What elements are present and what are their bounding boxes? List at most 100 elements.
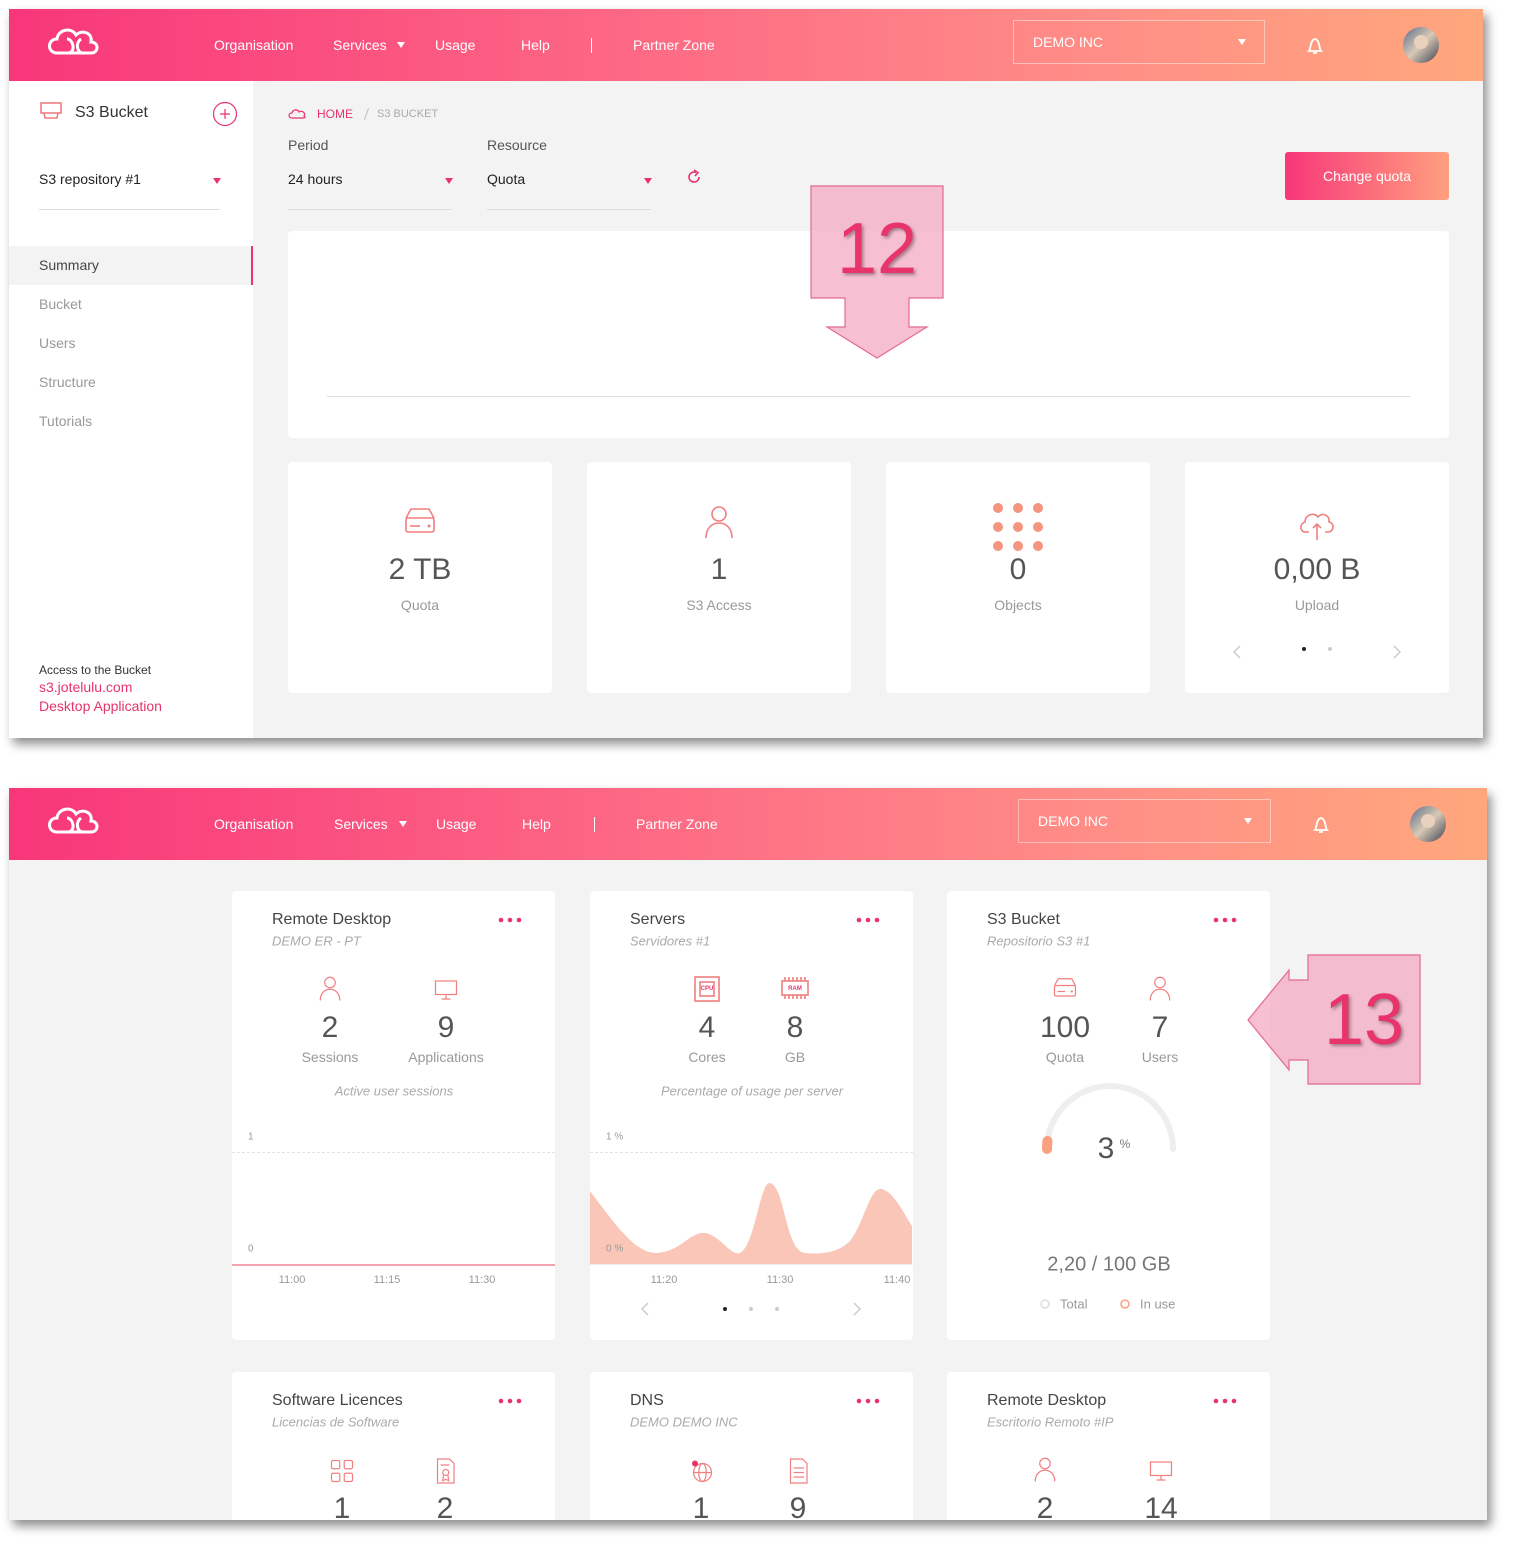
stat-label: Sessions — [301, 1049, 359, 1065]
x-tick-label: 11:30 — [766, 1274, 794, 1286]
gauge — [1041, 1083, 1176, 1154]
callout-arrow — [1247, 954, 1421, 1085]
nav-item[interactable]: Services — [333, 37, 387, 53]
card-menu — [856, 917, 880, 923]
nav-item[interactable]: Usage — [436, 816, 477, 832]
filter-value[interactable]: Quota — [487, 171, 526, 187]
callout-arrow — [810, 185, 944, 359]
access-label: Access to the Bucket — [39, 663, 152, 677]
dashboard-card: Remote Desktop DEMO ER - PT 2 Sessions 9 Appl… — [232, 891, 555, 1340]
gauge-value: 3 — [1097, 1132, 1115, 1165]
top-nav: Organisation Services Usage Help Partner Zon… — [9, 9, 1483, 81]
nav-item[interactable]: Help — [521, 37, 550, 53]
callout-number: 12 — [836, 209, 918, 289]
carousel-controls — [1232, 645, 1402, 659]
filter-value[interactable]: 24 hours — [288, 171, 343, 187]
org-selector[interactable]: DEMO INC — [1018, 799, 1271, 843]
stat-value: 1 — [692, 1492, 710, 1520]
repo-selector[interactable]: S3 repository #1 — [39, 171, 141, 187]
card-title: DNS — [630, 1392, 664, 1409]
usage-area — [590, 1182, 912, 1264]
menu-item[interactable]: Users — [39, 335, 76, 351]
card-subtitle: Licencias de Software — [272, 1414, 400, 1430]
breadcrumb-separator — [363, 108, 370, 120]
menu-item[interactable]: Structure — [39, 374, 96, 390]
callout-number: 13 — [1323, 980, 1405, 1060]
notification-bell — [1306, 38, 1324, 54]
filter-label: Period — [288, 137, 329, 153]
refresh-icon — [688, 169, 700, 183]
bucket-icon — [40, 102, 62, 119]
nav-item[interactable]: Organisation — [214, 37, 294, 53]
nav-item[interactable]: Services — [334, 816, 388, 832]
nav-item[interactable]: Partner Zone — [633, 37, 715, 53]
x-tick-label: 11:00 — [278, 1274, 306, 1286]
change-quota-button[interactable]: Change quota — [1285, 152, 1449, 200]
stat-icon — [319, 976, 341, 1001]
dashboard-card: Servers Servidores #1 CPU 4 Cores RAM 8 GB Perce… — [590, 891, 913, 1340]
stat-icon — [1053, 978, 1077, 997]
stat-icon — [1300, 513, 1334, 540]
menu-item[interactable]: Bucket — [39, 296, 82, 312]
x-tick-label: 11:15 — [373, 1274, 401, 1286]
grid-line — [590, 1152, 913, 1153]
dropdown-caret — [644, 178, 652, 184]
card-menu — [498, 917, 522, 923]
stat-value: 8 — [786, 1011, 804, 1044]
nav-item[interactable]: Organisation — [214, 816, 294, 832]
stat-label: GB — [784, 1049, 806, 1065]
menu-item[interactable]: Summary — [39, 257, 99, 273]
chart-baseline — [327, 396, 1410, 397]
nav-item[interactable]: Partner Zone — [636, 816, 718, 832]
breadcrumb[interactable]: HOME — [317, 107, 353, 121]
dropdown-caret — [399, 821, 407, 827]
stat-icon — [993, 503, 1043, 551]
nav-separator — [591, 38, 592, 53]
screen-summary: Organisation Services Usage Help Partner Zon… — [9, 9, 1483, 738]
card-title: S3 Bucket — [987, 911, 1060, 928]
card-title: Software Licences — [272, 1392, 403, 1409]
stat-icon — [789, 1458, 808, 1484]
card-menu — [1213, 1398, 1237, 1404]
org-selector[interactable]: DEMO INC — [1013, 20, 1265, 64]
y-tick-label: 1 — [248, 1131, 254, 1143]
icon-label: RAM — [788, 986, 802, 992]
x-tick-label: 11:20 — [650, 1274, 678, 1286]
stat-label: Applications — [408, 1049, 484, 1065]
user-avatar — [1403, 27, 1439, 63]
stat-value: 1 — [710, 553, 728, 586]
stat-label: Upload — [1294, 597, 1340, 613]
icon-label: CPU — [700, 986, 714, 992]
card-title: Servers — [630, 911, 686, 928]
stat-icon — [436, 1458, 455, 1484]
dropdown-caret — [397, 42, 405, 48]
stat-value: 2 — [436, 1492, 454, 1520]
stat-icon — [705, 506, 733, 539]
stat-label: Quota — [400, 597, 440, 613]
card-title: Remote Desktop — [272, 911, 392, 928]
add-button — [212, 101, 238, 127]
logo — [48, 807, 99, 834]
legend-label: In use — [1140, 1296, 1176, 1312]
nav-item[interactable]: Usage — [435, 37, 476, 53]
nav-item[interactable]: Help — [522, 816, 551, 832]
stat-card: 0 Objects — [886, 462, 1150, 693]
screen-dashboard: Organisation Services Usage Help Partner Zon… — [9, 788, 1487, 1520]
stat-card: 2 TB Quota — [288, 462, 552, 693]
link[interactable]: Desktop Application — [39, 698, 162, 714]
filter-label: Resource — [487, 137, 547, 153]
org-name: DEMO INC — [1033, 34, 1103, 50]
menu-item[interactable]: Tutorials — [39, 413, 93, 429]
logo — [48, 28, 99, 55]
link[interactable]: s3.jotelulu.com — [39, 679, 133, 695]
x-tick-label: 11:40 — [883, 1274, 911, 1286]
y-tick-label: 1 % — [606, 1131, 624, 1143]
card-subtitle: Repositorio S3 #1 — [987, 933, 1091, 949]
carousel-controls — [640, 1302, 862, 1316]
stat-value: 2 — [321, 1011, 339, 1044]
stat-icon — [1034, 1457, 1056, 1482]
stat-value: 2 — [1036, 1492, 1054, 1520]
card-title: Remote Desktop — [987, 1392, 1107, 1409]
stat-icon — [781, 977, 809, 999]
